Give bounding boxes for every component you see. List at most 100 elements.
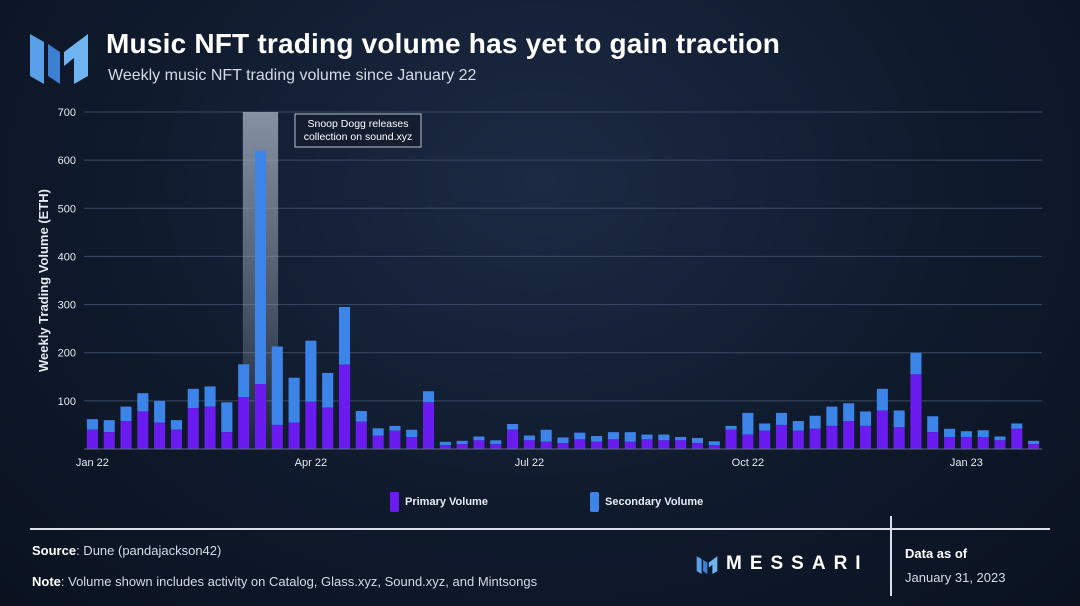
bar-secondary [944, 428, 956, 437]
bar-secondary [238, 364, 250, 398]
bar-secondary [658, 434, 670, 441]
bar-secondary [355, 410, 367, 422]
y-tick-label: 600 [58, 155, 76, 167]
bar-secondary [170, 420, 182, 430]
bar-primary [759, 430, 771, 449]
bar-primary [170, 429, 182, 449]
source-line: Source: Dune (pandajackson42) [32, 543, 221, 558]
bar-primary [557, 443, 569, 449]
bar-primary [338, 364, 351, 449]
bar-secondary [792, 421, 804, 431]
bar-primary [456, 444, 468, 449]
bar-secondary [187, 388, 199, 409]
bar-primary [910, 374, 922, 449]
source-label: Source [32, 543, 77, 558]
bar-secondary [254, 150, 267, 385]
bar-secondary [843, 403, 855, 422]
annotation-box [294, 113, 422, 148]
bar-primary [137, 411, 149, 449]
bar-primary [977, 436, 989, 449]
bar-secondary [305, 340, 317, 402]
bar-primary [708, 445, 720, 449]
bar-chart: 100 200 300 400 500 600 700 Weekly Trading Volu… [36, 107, 1042, 469]
bar-secondary [742, 412, 754, 435]
bar-secondary [221, 402, 233, 433]
bar-secondary [876, 388, 888, 411]
bar-primary [254, 384, 267, 449]
bar-secondary [624, 432, 636, 442]
bar-primary [859, 425, 872, 449]
bar-secondary [338, 306, 351, 365]
x-tick-label: Apr 22 [295, 457, 327, 469]
bar-primary [960, 436, 972, 449]
bar-secondary [927, 416, 939, 433]
bar-primary [422, 402, 435, 449]
bar-secondary [675, 436, 687, 441]
bar-secondary [607, 432, 619, 440]
bar-primary [1011, 428, 1023, 449]
y-tick-label: 700 [58, 107, 76, 119]
bar-secondary [439, 441, 451, 446]
bar-primary [389, 430, 401, 449]
bar-secondary [540, 429, 552, 442]
bar-secondary [759, 423, 771, 431]
bar-secondary [271, 346, 283, 425]
bar-secondary [120, 406, 132, 422]
x-tick-label: Jul 22 [515, 457, 544, 469]
bar-primary [406, 436, 418, 449]
bar-primary [641, 439, 653, 449]
bar-primary [86, 429, 98, 449]
bar-primary [540, 441, 552, 449]
x-tick-label: Oct 22 [732, 457, 764, 469]
bar-primary [355, 421, 367, 449]
bar-secondary [591, 436, 603, 442]
bar-primary [288, 422, 300, 449]
bar-secondary [994, 436, 1006, 441]
bar-primary [658, 440, 670, 449]
bar-primary [994, 440, 1006, 449]
bar-secondary [775, 412, 788, 425]
bar-secondary [322, 372, 334, 408]
bar-primary [473, 440, 485, 449]
x-tick-label: Jan 23 [950, 457, 983, 469]
bar-secondary [372, 428, 384, 436]
bar-secondary [708, 441, 720, 446]
legend-primary: Primary Volume [390, 492, 488, 512]
bar-primary [742, 434, 754, 449]
bar-primary [826, 425, 838, 449]
bar-primary [691, 443, 704, 449]
bar-primary [439, 445, 451, 449]
bar-secondary [859, 411, 872, 426]
annotation-text: Snoop Dogg releases [308, 118, 409, 130]
bar-secondary [826, 406, 838, 426]
bar-primary [372, 435, 384, 449]
y-tick-label: 100 [58, 396, 76, 408]
annotation-text: collection on sound.xyz [304, 131, 413, 143]
bar-secondary [490, 440, 502, 445]
bar-primary [271, 424, 283, 449]
note-label: Note [32, 574, 61, 589]
bar-secondary [1011, 423, 1023, 429]
footer-divider [30, 528, 1050, 530]
bar-secondary [691, 437, 704, 444]
bar-secondary [288, 377, 300, 423]
bar-secondary [910, 352, 922, 375]
chart-title: Music NFT trading volume has yet to gain… [106, 28, 781, 59]
y-tick-label: 200 [58, 348, 76, 360]
bar-secondary [507, 423, 519, 430]
bar-secondary [557, 437, 569, 444]
bar-secondary [422, 391, 435, 403]
data-as-of-label: Data as of [905, 546, 968, 561]
bar-secondary [103, 420, 115, 433]
bar-secondary [809, 415, 821, 429]
legend-primary-label: Primary Volume [405, 496, 488, 508]
messari-logo-icon [30, 34, 88, 84]
bar-secondary [406, 429, 418, 437]
note-line: Note: Volume shown includes activity on … [32, 574, 537, 589]
bar-primary [792, 430, 804, 449]
bar-secondary [725, 425, 737, 430]
y-tick-label: 400 [58, 251, 76, 263]
bar-primary [876, 410, 888, 449]
bar-primary [1028, 444, 1040, 449]
bar-secondary [893, 410, 905, 428]
